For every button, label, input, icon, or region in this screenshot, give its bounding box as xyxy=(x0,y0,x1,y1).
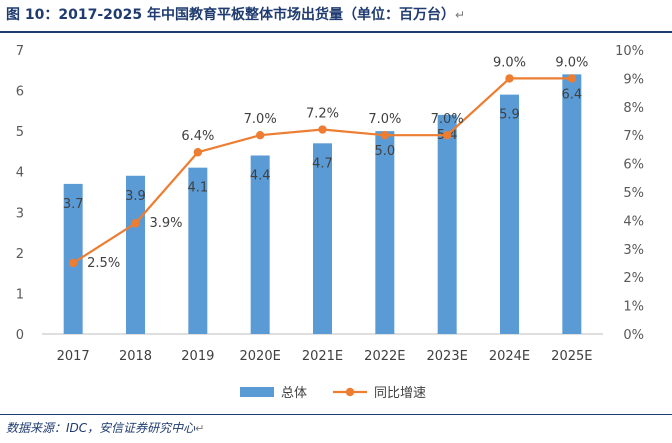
line-point xyxy=(442,131,452,140)
bar-data-label: 4.7 xyxy=(312,156,333,171)
x-tick-label: 2022E xyxy=(364,349,405,364)
bottom-divider xyxy=(0,414,672,415)
bar-total xyxy=(437,114,457,335)
line-data-label: 9.0% xyxy=(493,55,526,70)
y-left-tick-label: 4 xyxy=(16,166,24,181)
line-data-label: 7.2% xyxy=(306,107,339,122)
bar-data-label: 4.4 xyxy=(250,168,271,183)
bar-total xyxy=(126,175,145,334)
line-data-label: 9.0% xyxy=(555,55,588,70)
y-left-tick-label: 3 xyxy=(16,206,24,221)
line-data-label: 3.9% xyxy=(150,216,183,231)
x-tick-label: 2017 xyxy=(57,349,90,364)
bar-data-label: 5.0 xyxy=(374,144,395,159)
y-right-tick-label: 8% xyxy=(623,101,644,116)
title-divider xyxy=(0,31,672,33)
line-point xyxy=(131,219,140,228)
chart: 0 1 2 3 4 5 6 7 0% 1% 2% 3% 4% 5% 6% 7% 8% 9% 10% 3.7 3.9 4.… xyxy=(16,44,644,401)
figure-title: 图 10：2017-2025 年中国教育平板整体市场出货量（单位：百万台）↵ xyxy=(6,7,466,23)
line-data-label: 7.0% xyxy=(244,112,277,127)
bar-data-label: 5.9 xyxy=(499,108,520,123)
line-data-label: 7.0% xyxy=(431,112,464,127)
line-point xyxy=(255,131,265,140)
bar-data-label: 3.7 xyxy=(63,197,84,212)
x-tick-label: 2018 xyxy=(119,349,152,364)
bar-data-label: 4.1 xyxy=(187,181,208,196)
line-data-label: 7.0% xyxy=(368,112,401,127)
line-point xyxy=(193,148,203,157)
y-left-tick-label: 2 xyxy=(16,247,24,262)
y-right-tick-label: 9% xyxy=(623,72,644,87)
x-tick-label: 2021E xyxy=(302,349,343,364)
source-note: 数据来源：IDC，安信证券研究中心↵ xyxy=(6,421,205,435)
bar-total xyxy=(562,74,582,334)
x-tick-label: 2024E xyxy=(489,349,530,364)
y-right-tick-label: 7% xyxy=(623,129,644,144)
y-right-tick-label: 4% xyxy=(623,214,644,229)
legend-label-growth: 同比增速 xyxy=(374,386,426,401)
x-tick-label: 2023E xyxy=(427,349,468,364)
legend-label-total: 总体 xyxy=(281,386,307,401)
y-right-tick-label: 1% xyxy=(623,300,644,315)
y-right-tick-label: 10% xyxy=(615,44,644,59)
y-right-tick-label: 3% xyxy=(623,243,644,258)
bar-data-label: 3.9 xyxy=(125,189,146,204)
return-mark-icon: ↵ xyxy=(454,8,466,22)
y-left-tick-label: 0 xyxy=(16,328,24,343)
x-tick-label: 2025E xyxy=(551,349,592,364)
y-right-tick-label: 6% xyxy=(623,158,644,173)
line-data-label: 6.4% xyxy=(181,129,214,144)
line-point xyxy=(505,74,514,83)
bar-total xyxy=(375,131,395,334)
y-left-tick-label: 5 xyxy=(16,125,24,140)
x-tick-label: 2019 xyxy=(181,349,214,364)
y-left-tick-label: 7 xyxy=(16,44,24,59)
bar-total xyxy=(500,94,519,334)
line-point xyxy=(68,258,78,268)
line-data-label: 2.5% xyxy=(87,256,120,271)
y-right-tick-label: 2% xyxy=(623,271,644,286)
line-point xyxy=(380,131,390,140)
x-tick-label: 2020E xyxy=(240,349,281,364)
bar-total xyxy=(250,155,270,334)
line-point xyxy=(567,74,577,83)
bar-data-label: 6.4 xyxy=(561,87,582,102)
bar-total xyxy=(313,143,332,334)
return-mark-icon: ↵ xyxy=(195,422,205,435)
y-left-tick-label: 1 xyxy=(16,287,24,302)
legend-swatch-bar xyxy=(240,387,274,397)
bar-total xyxy=(188,167,208,334)
y-right-tick-label: 0% xyxy=(623,328,644,343)
y-right-tick-label: 5% xyxy=(623,186,644,201)
y-left-tick-label: 6 xyxy=(16,85,24,100)
line-point xyxy=(318,125,327,134)
legend-marker-line xyxy=(345,387,355,397)
